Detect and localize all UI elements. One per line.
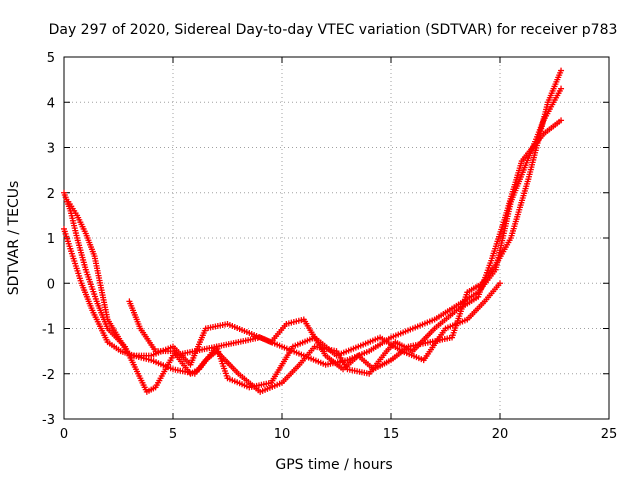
y-tick-label: 2 [47, 187, 55, 202]
data-point [558, 117, 565, 124]
series-track-c [65, 67, 565, 373]
y-tick-label: 5 [47, 51, 55, 66]
data-points [61, 67, 565, 395]
x-tick-label: 20 [492, 427, 509, 442]
y-tick-label: -1 [42, 323, 55, 338]
data-point [558, 85, 565, 92]
data-point [497, 280, 503, 287]
x-tick-label: 5 [169, 427, 177, 442]
y-tick-label: 4 [47, 96, 55, 111]
x-tick-label: 15 [383, 427, 400, 442]
data-point [558, 67, 565, 74]
chart-title: Day 297 of 2020, Sidereal Day-to-day VTE… [49, 22, 618, 38]
x-tick-label: 0 [60, 427, 68, 442]
y-tick-label: -2 [42, 368, 55, 383]
y-tick-label: 1 [47, 232, 55, 247]
axis-ticks: 0 5 10 15 20 25 -3 -2 -1 0 1 2 3 4 5 [42, 51, 617, 442]
y-axis-label: SDTVAR / TECUs [6, 181, 22, 296]
y-tick-label: 3 [47, 142, 55, 157]
x-axis-label: GPS time / hours [275, 457, 392, 473]
series-track-d [126, 280, 503, 391]
y-tick-label: 0 [47, 277, 55, 292]
x-tick-label: 10 [274, 427, 291, 442]
x-tick-label: 25 [601, 427, 618, 442]
y-tick-label: -3 [42, 413, 55, 428]
